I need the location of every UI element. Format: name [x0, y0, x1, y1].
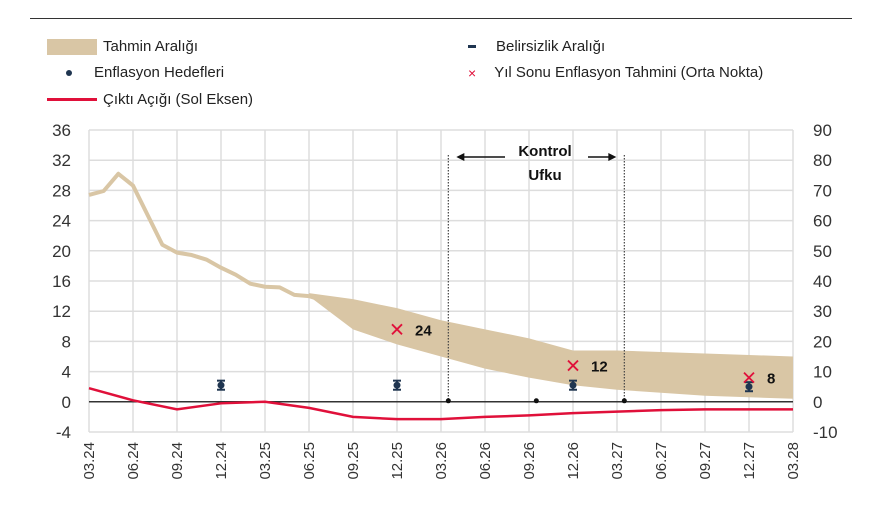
- year-end-cross: [391, 323, 403, 335]
- legend-targets-label: Enflasyon Hedefleri: [94, 64, 225, 81]
- right-tick-label: 20: [813, 332, 832, 351]
- x-tick-label: 09.24: [169, 442, 186, 480]
- inflation-line: [88, 171, 339, 305]
- legend-year-end-label: Yıl Sonu Enflasyon Tahmini (Orta Nokta): [494, 64, 764, 81]
- target-dot-icon: [66, 69, 72, 76]
- left-tick-label: 8: [62, 332, 71, 351]
- x-tick-label: 12.27: [741, 442, 758, 480]
- year-end-cross: [743, 372, 755, 384]
- year-end-label: 12: [591, 359, 608, 376]
- band-swatch: [47, 38, 97, 55]
- right-tick-label: 70: [813, 181, 832, 200]
- legend-uncertainty-label: Belirsizlik Aralığı: [496, 38, 606, 55]
- x-tick-label: 09.25: [345, 442, 362, 480]
- annotation-line2: Ufku: [528, 167, 561, 184]
- legend-year-end: × Yıl Sonu Enflasyon Tahmini (Orta Nokta): [468, 64, 763, 81]
- x-tick-label: 06.27: [653, 442, 670, 480]
- legend-targets: Enflasyon Hedefleri: [66, 64, 224, 81]
- left-tick-label: 4: [62, 363, 71, 382]
- left-tick-label: 12: [52, 302, 71, 321]
- x-tick-label: 03.28: [785, 442, 802, 480]
- target-dot: [393, 381, 401, 389]
- year-end-label: 24: [415, 322, 432, 339]
- left-tick-label: 24: [52, 212, 71, 231]
- x-tick-label: 06.25: [301, 442, 318, 480]
- right-tick-label: 60: [813, 212, 832, 231]
- top-rule: [30, 18, 852, 19]
- target-dot: [569, 381, 577, 389]
- annotation-line1: Kontrol: [518, 143, 571, 160]
- left-tick-label: 32: [52, 151, 71, 170]
- target-dot: [745, 383, 753, 391]
- legend-band-label: Tahmin Aralığı: [103, 38, 199, 55]
- zero-marker: [621, 398, 627, 404]
- x-tick-label: 09.27: [697, 442, 714, 480]
- right-tick-label: 30: [813, 302, 832, 321]
- left-tick-label: 20: [52, 242, 71, 261]
- legend-band: Tahmin Aralığı: [47, 38, 198, 55]
- year-end-cross: [567, 359, 579, 372]
- right-tick-label: 40: [813, 272, 832, 291]
- left-tick-label: 36: [52, 121, 71, 140]
- arrow-right-icon: [608, 153, 617, 161]
- x-tick-label: 12.26: [565, 442, 582, 480]
- left-tick-label: -4: [56, 423, 71, 442]
- left-tick-label: 16: [52, 272, 71, 291]
- output-gap-line: [88, 387, 793, 421]
- output-gap-swatch: [47, 98, 97, 101]
- x-tick-label: 09.26: [521, 442, 538, 480]
- zero-marker: [445, 398, 451, 404]
- x-tick-label: 03.26: [433, 442, 450, 480]
- x-tick-label: 03.24: [81, 442, 98, 480]
- uncertainty-dash-icon: [468, 45, 476, 48]
- x-tick-label: 06.26: [477, 442, 494, 480]
- legend-uncertainty: Belirsizlik Aralığı: [468, 38, 605, 55]
- cross-icon: ×: [468, 64, 477, 81]
- left-tick-label: 28: [52, 181, 71, 200]
- legend-output-gap: Çıktı Açığı (Sol Eksen): [47, 91, 253, 108]
- x-tick-label: 06.24: [125, 442, 142, 480]
- right-tick-label: 50: [813, 242, 832, 261]
- right-tick-label: 0: [813, 393, 822, 412]
- year-end-label: 8: [767, 371, 775, 388]
- right-tick-label: -10: [813, 423, 838, 442]
- right-tick-label: 10: [813, 363, 832, 382]
- zero-marker: [533, 398, 539, 404]
- x-tick-label: 03.27: [609, 442, 626, 480]
- x-tick-label: 12.25: [389, 442, 406, 480]
- target-dot: [217, 381, 225, 389]
- right-tick-label: 90: [813, 121, 832, 140]
- right-tick-label: 80: [813, 151, 832, 170]
- arrow-left-icon: [456, 153, 465, 161]
- x-tick-label: 12.24: [213, 442, 230, 480]
- legend-output-gap-label: Çıktı Açığı (Sol Eksen): [103, 91, 254, 108]
- x-tick-label: 03.25: [257, 442, 274, 480]
- left-tick-label: 0: [62, 393, 71, 412]
- forecast-band: [309, 293, 793, 399]
